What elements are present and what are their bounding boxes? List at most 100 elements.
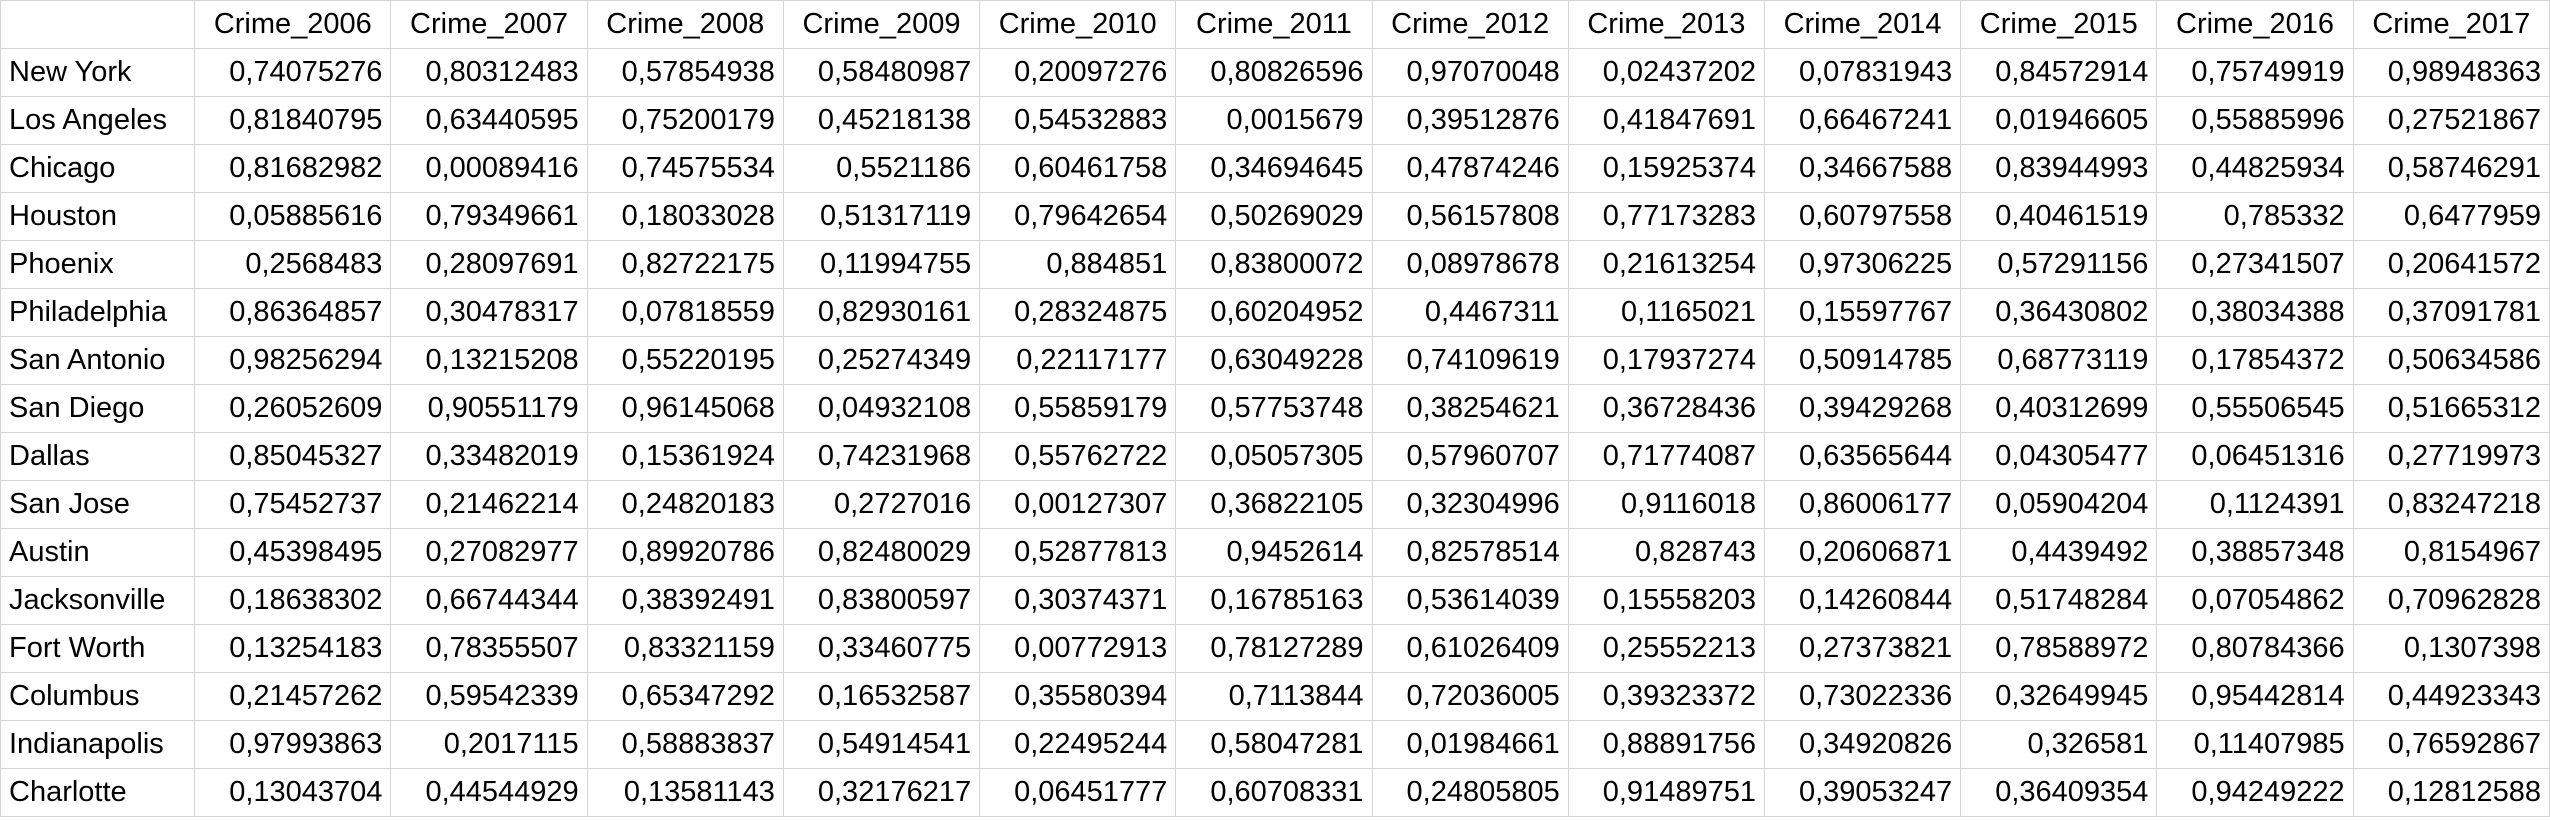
data-cell[interactable]: 0,72036005: [1371, 672, 1569, 721]
data-cell[interactable]: 0,57854938: [586, 48, 784, 97]
data-cell[interactable]: 0,27521867: [2352, 96, 2550, 145]
data-cell[interactable]: 0,30374371: [979, 576, 1177, 625]
data-cell[interactable]: 0,75749919: [2156, 48, 2354, 97]
column-header[interactable]: Crime_2011: [1175, 0, 1373, 49]
data-cell[interactable]: 0,39053247: [1763, 768, 1962, 817]
data-cell[interactable]: 0,38254621: [1371, 384, 1569, 433]
data-cell[interactable]: 0,65347292: [586, 672, 784, 721]
data-cell[interactable]: 0,75452737: [194, 480, 392, 529]
data-cell[interactable]: 0,47874246: [1371, 144, 1569, 193]
data-cell[interactable]: 0,63565644: [1763, 432, 1962, 481]
data-cell[interactable]: 0,18033028: [586, 192, 784, 241]
data-cell[interactable]: 0,16785163: [1175, 576, 1373, 625]
data-cell[interactable]: 0,83800597: [782, 576, 981, 625]
data-cell[interactable]: 0,55506545: [2156, 384, 2354, 433]
data-cell[interactable]: 0,54914541: [782, 720, 981, 769]
row-label-cell[interactable]: New York: [0, 48, 196, 97]
data-cell[interactable]: 0,34694645: [1175, 144, 1373, 193]
data-cell[interactable]: 0,11407985: [2156, 720, 2354, 769]
data-cell[interactable]: 0,82722175: [586, 240, 784, 289]
data-cell[interactable]: 0,828743: [1567, 528, 1765, 577]
data-cell[interactable]: 0,83247218: [2352, 480, 2550, 529]
data-cell[interactable]: 0,98948363: [2352, 48, 2550, 97]
data-cell[interactable]: 0,40312699: [1960, 384, 2158, 433]
data-cell[interactable]: 0,94249222: [2156, 768, 2354, 817]
data-cell[interactable]: 0,86364857: [194, 288, 392, 337]
data-cell[interactable]: 0,96145068: [586, 384, 784, 433]
data-cell[interactable]: 0,24820183: [586, 480, 784, 529]
data-cell[interactable]: 0,28097691: [390, 240, 588, 289]
data-cell[interactable]: 0,24805805: [1371, 768, 1569, 817]
data-cell[interactable]: 0,27341507: [2156, 240, 2354, 289]
row-label-cell[interactable]: Dallas: [0, 432, 196, 481]
data-cell[interactable]: 0,98256294: [194, 336, 392, 385]
data-cell[interactable]: 0,83800072: [1175, 240, 1373, 289]
data-cell[interactable]: 0,39429268: [1763, 384, 1962, 433]
data-cell[interactable]: 0,74575534: [586, 144, 784, 193]
row-label-cell[interactable]: Indianapolis: [0, 720, 196, 769]
data-cell[interactable]: 0,14260844: [1763, 576, 1962, 625]
row-label-cell[interactable]: Charlotte: [0, 768, 196, 817]
row-label-cell[interactable]: Fort Worth: [0, 624, 196, 673]
data-cell[interactable]: 0,83321159: [586, 624, 784, 673]
data-cell[interactable]: 0,44825934: [2156, 144, 2354, 193]
data-cell[interactable]: 0,21613254: [1567, 240, 1765, 289]
data-cell[interactable]: 0,85045327: [194, 432, 392, 481]
data-cell[interactable]: 0,40461519: [1960, 192, 2158, 241]
column-header[interactable]: Crime_2009: [782, 0, 981, 49]
data-cell[interactable]: 0,22495244: [979, 720, 1177, 769]
data-cell[interactable]: 0,21457262: [194, 672, 392, 721]
data-cell[interactable]: 0,7113844: [1175, 672, 1373, 721]
data-cell[interactable]: 0,89920786: [586, 528, 784, 577]
row-label-cell[interactable]: Chicago: [0, 144, 196, 193]
data-cell[interactable]: 0,1165021: [1567, 288, 1765, 337]
data-cell[interactable]: 0,13581143: [586, 768, 784, 817]
data-cell[interactable]: 0,95442814: [2156, 672, 2354, 721]
data-cell[interactable]: 0,07831943: [1763, 48, 1962, 97]
data-cell[interactable]: 0,06451316: [2156, 432, 2354, 481]
data-cell[interactable]: 0,02437202: [1567, 48, 1765, 97]
data-cell[interactable]: 0,75200179: [586, 96, 784, 145]
data-cell[interactable]: 0,76592867: [2352, 720, 2550, 769]
data-cell[interactable]: 0,78588972: [1960, 624, 2158, 673]
data-cell[interactable]: 0,58480987: [782, 48, 981, 97]
column-header[interactable]: Crime_2012: [1371, 0, 1569, 49]
column-header[interactable]: Crime_2007: [390, 0, 588, 49]
data-cell[interactable]: 0,15597767: [1763, 288, 1962, 337]
data-cell[interactable]: 0,18638302: [194, 576, 392, 625]
data-cell[interactable]: 0,81840795: [194, 96, 392, 145]
data-cell[interactable]: 0,9116018: [1567, 480, 1765, 529]
data-cell[interactable]: 0,13215208: [390, 336, 588, 385]
data-cell[interactable]: 0,66744344: [390, 576, 588, 625]
column-header[interactable]: Crime_2013: [1567, 0, 1765, 49]
data-cell[interactable]: 0,86006177: [1763, 480, 1962, 529]
data-cell[interactable]: 0,2017115: [390, 720, 588, 769]
column-header[interactable]: Crime_2014: [1763, 0, 1962, 49]
data-cell[interactable]: 0,33460775: [782, 624, 981, 673]
data-cell[interactable]: 0,36409354: [1960, 768, 2158, 817]
data-cell[interactable]: 0,27373821: [1763, 624, 1962, 673]
data-cell[interactable]: 0,97306225: [1763, 240, 1962, 289]
data-cell[interactable]: 0,15925374: [1567, 144, 1765, 193]
data-cell[interactable]: 0,32176217: [782, 768, 981, 817]
data-cell[interactable]: 0,51665312: [2352, 384, 2550, 433]
row-label-cell[interactable]: San Antonio: [0, 336, 196, 385]
data-cell[interactable]: 0,27719973: [2352, 432, 2550, 481]
data-cell[interactable]: 0,79642654: [979, 192, 1177, 241]
data-cell[interactable]: 0,36822105: [1175, 480, 1373, 529]
data-cell[interactable]: 0,2568483: [194, 240, 392, 289]
row-label-cell[interactable]: Austin: [0, 528, 196, 577]
data-cell[interactable]: 0,13254183: [194, 624, 392, 673]
data-cell[interactable]: 0,74075276: [194, 48, 392, 97]
data-cell[interactable]: 0,15361924: [586, 432, 784, 481]
data-cell[interactable]: 0,05904204: [1960, 480, 2158, 529]
data-cell[interactable]: 0,53614039: [1371, 576, 1569, 625]
data-cell[interactable]: 0,34667588: [1763, 144, 1962, 193]
data-cell[interactable]: 0,82930161: [782, 288, 981, 337]
corner-cell[interactable]: [0, 0, 196, 49]
data-cell[interactable]: 0,78127289: [1175, 624, 1373, 673]
data-cell[interactable]: 0,6477959: [2352, 192, 2550, 241]
data-cell[interactable]: 0,11994755: [782, 240, 981, 289]
data-cell[interactable]: 0,15558203: [1567, 576, 1765, 625]
data-cell[interactable]: 0,58047281: [1175, 720, 1373, 769]
